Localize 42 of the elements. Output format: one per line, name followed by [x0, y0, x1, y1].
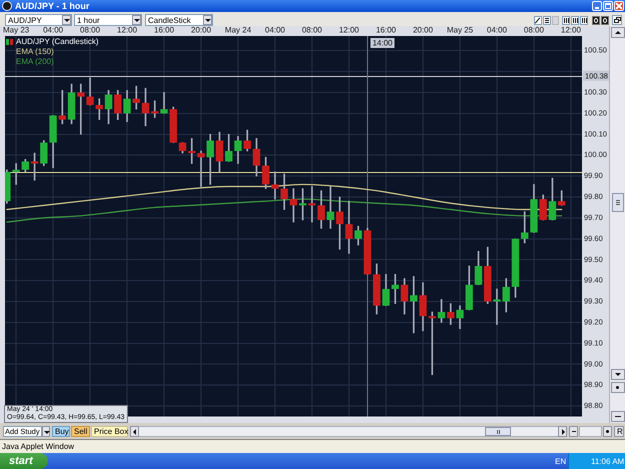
ref-line-label: 14:00 [372, 38, 394, 48]
x-tick-label: 08:00 [524, 25, 544, 34]
legend-label: AUD/JPY (Candlestick) [16, 37, 99, 46]
text: Java Applet Window [2, 442, 74, 451]
line-series [6, 184, 562, 210]
x-tick-label: 20:00 [412, 25, 434, 34]
candlestick [438, 299, 446, 323]
x-tick-label: 08:00 [302, 25, 323, 34]
x-tick-label: May 25 [446, 25, 474, 34]
candlestick [160, 92, 168, 114]
x-tick-label: 04:00 [43, 25, 64, 34]
text: 11:06 AM [591, 457, 624, 466]
x-tick-label: 04:00 [264, 25, 286, 34]
dropdown: 1 hour [74, 14, 142, 26]
button: R [614, 426, 624, 437]
x-tick-label: 12:00 [117, 25, 138, 34]
x-tick-label: 12:00 [560, 25, 582, 34]
candlestick [326, 186, 334, 229]
x-tick-label: 12:00 [338, 25, 360, 34]
dropdown: CandleStick [145, 14, 213, 26]
x-tick-label: 04:00 [486, 25, 508, 34]
text: EMA (200) [16, 57, 54, 66]
text: EMA (150) [16, 47, 54, 56]
button: Price Box [91, 426, 128, 437]
candlestick [197, 150, 205, 187]
x-tick-label: 16:00 [154, 25, 175, 34]
candlestick [493, 288, 501, 325]
start-button: start [0, 453, 48, 469]
line-series [6, 198, 562, 223]
chart-title: AUD/JPY - 1 hour [15, 1, 90, 11]
x-tick-label: 20:00 [191, 25, 212, 34]
x-tick-label: May 23 [2, 25, 30, 34]
candlestick [290, 188, 298, 222]
candlestick [308, 186, 316, 222]
x-tick-label: May 24 [224, 25, 252, 34]
dropdown: AUD/JPY [5, 14, 72, 26]
button: Sell [71, 426, 90, 437]
button: Buy [52, 426, 70, 437]
text: EN [555, 457, 566, 466]
candlestick [271, 172, 279, 200]
x-tick-label: 16:00 [376, 25, 397, 34]
x-tick-label: 08:00 [80, 25, 101, 34]
